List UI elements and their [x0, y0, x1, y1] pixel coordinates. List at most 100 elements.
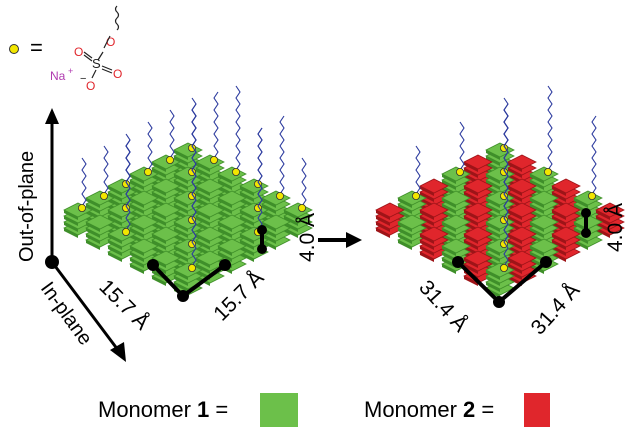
alkyl-chain: [279, 115, 285, 195]
sulfonate-dot: [499, 143, 508, 152]
monomer-1-sheet-edge: [86, 234, 100, 244]
monomer-1-sheet-edge: [130, 174, 144, 184]
monomer-1-sheet-edge: [196, 216, 210, 226]
monomer-1-sheet-edge: [398, 204, 412, 214]
monomer-2-sheet-edge: [464, 186, 478, 196]
transition-arrowhead-icon: [346, 232, 362, 248]
monomer-1-sheet-edge: [284, 222, 298, 232]
monomer-1-sheet-edge: [174, 228, 188, 238]
monomer-1-sheet-edge: [108, 216, 122, 226]
monomer-1-sheet-edge: [442, 180, 456, 190]
alkyl-chain: [301, 157, 307, 207]
monomer-1-swatch: [260, 393, 298, 427]
alkyl-chain: [415, 145, 421, 195]
monomer-2-sheet-edge: [552, 246, 566, 256]
monomer-2-sheet-edge: [508, 234, 522, 244]
sulfonate-dot: [455, 167, 464, 176]
monomer-2-sheet-edge: [420, 210, 434, 220]
monomer-1-sheet-edge: [130, 264, 144, 274]
right-stacking-node: [581, 228, 591, 238]
in-plane-arrowhead-icon: [110, 342, 126, 362]
sulfonate-dot: [253, 179, 262, 188]
monomer-2-sheet-edge: [552, 252, 566, 262]
monomer-2-sheet-edge: [552, 210, 566, 220]
monomer-1-label: Monomer 1 =: [98, 397, 228, 422]
monomer-1-sheet-edge: [442, 204, 456, 214]
monomer-2-sheet-edge: [420, 192, 434, 202]
monomer-1-sheet-edge: [174, 180, 188, 190]
monomer-1-sheet-edge: [152, 240, 166, 250]
monomer-1-sheet-edge: [152, 216, 166, 226]
sulfonate-dot: [499, 191, 508, 200]
sulfonate-dot: [100, 191, 109, 200]
monomer-1-number: 1: [197, 397, 209, 422]
monomer-1-sheet-edge: [486, 222, 500, 232]
sulfonate-dot: [209, 155, 218, 164]
sulfonate-dot: [544, 167, 553, 176]
sulfonate-dot: [499, 239, 508, 248]
monomer-2-sheet-edge: [420, 240, 434, 250]
monomer-2-sheet-edge: [464, 168, 478, 178]
monomer-1-sheet-edge: [86, 204, 100, 214]
sulfonate-dot: [165, 155, 174, 164]
monomer-1-sheet-edge: [442, 174, 456, 184]
monomer-2-sheet-edge: [508, 192, 522, 202]
atom-o-right: O: [113, 67, 122, 81]
monomer-1-sheet-edge: [174, 150, 188, 160]
monomer-2-swatch: [524, 393, 550, 427]
monomer-2-sheet-edge: [420, 186, 434, 196]
monomer-1-sheet-edge: [398, 234, 412, 244]
monomer-2-sheet-edge: [552, 186, 566, 196]
sulfonate-structure-icon: O O S O O − Na +: [50, 5, 122, 93]
monomer-1-sheet-edge: [218, 222, 232, 232]
alkyl-chain: [213, 91, 219, 159]
monomer-1-sheet-edge: [530, 174, 544, 184]
left-spacing-a-label: 15.7 Å: [94, 275, 153, 334]
sulfonate-dot: [187, 239, 196, 248]
monomer-1-sheet-edge: [196, 240, 210, 250]
monomer-legend: Monomer 1 = Monomer 2 =: [98, 393, 550, 427]
monomer-2-sheet-edge: [464, 234, 478, 244]
sulfonate-dot: [588, 191, 597, 200]
monomer-1-sheet-edge: [398, 240, 412, 250]
monomer-1-sheet-edge: [240, 192, 254, 202]
in-plane-label: In-plane: [36, 278, 96, 349]
monomer-1-sheet-edge: [530, 222, 544, 232]
right-spacing-node: [540, 256, 552, 268]
monomer-1-sheet-edge: [196, 162, 210, 172]
atom-na-plus: +: [68, 66, 73, 76]
monomer-1-sheet-edge: [240, 246, 254, 256]
alkyl-chain: [125, 145, 131, 231]
monomer-2-sheet-edge: [464, 240, 478, 250]
monomer-1-sheet-edge: [398, 222, 412, 232]
sulfonate-dot: [187, 191, 196, 200]
monomer-1-sheet-edge: [174, 222, 188, 232]
alkyl-chain: [169, 109, 175, 159]
monomer-1-sheet-edge: [218, 204, 232, 214]
sulfonate-dot: [253, 203, 262, 212]
monomer-2-sheet-edge: [420, 246, 434, 256]
alkyl-chain: [459, 121, 465, 171]
sulfonate-dot: [187, 263, 196, 272]
monomer-1-sheet-edge: [262, 240, 276, 250]
monomer-1-sheet-edge: [108, 246, 122, 256]
sulfonate-dot: [297, 203, 306, 212]
monomer-1-sheet-edge: [174, 174, 188, 184]
monomer-1-sheet-edge: [86, 198, 100, 208]
monomer-1-sheet-edge: [486, 150, 500, 160]
monomer-2-sheet-edge: [376, 216, 390, 226]
sulfonate-dot-icon: [9, 44, 19, 54]
sulfonate-dot: [499, 263, 508, 272]
sulfonate-dot: [275, 191, 284, 200]
monomer-1-sheet-edge: [196, 234, 210, 244]
monomer-1-sheet-edge: [174, 246, 188, 256]
monomer-1-sheet-edge: [240, 216, 254, 226]
monomer-1-sheet-edge: [152, 168, 166, 178]
monomer-1-sheet-edge: [398, 198, 412, 208]
sulfonate-dot: [187, 143, 196, 152]
monomer-2-sheet-edge: [508, 216, 522, 226]
monomer-1-sheet-edge: [130, 204, 144, 214]
right-spacing-a-label: 31.4 Å: [414, 276, 472, 337]
monomer-2-sheet-edge: [596, 228, 610, 238]
monomer-1-sheet-edge: [130, 180, 144, 190]
